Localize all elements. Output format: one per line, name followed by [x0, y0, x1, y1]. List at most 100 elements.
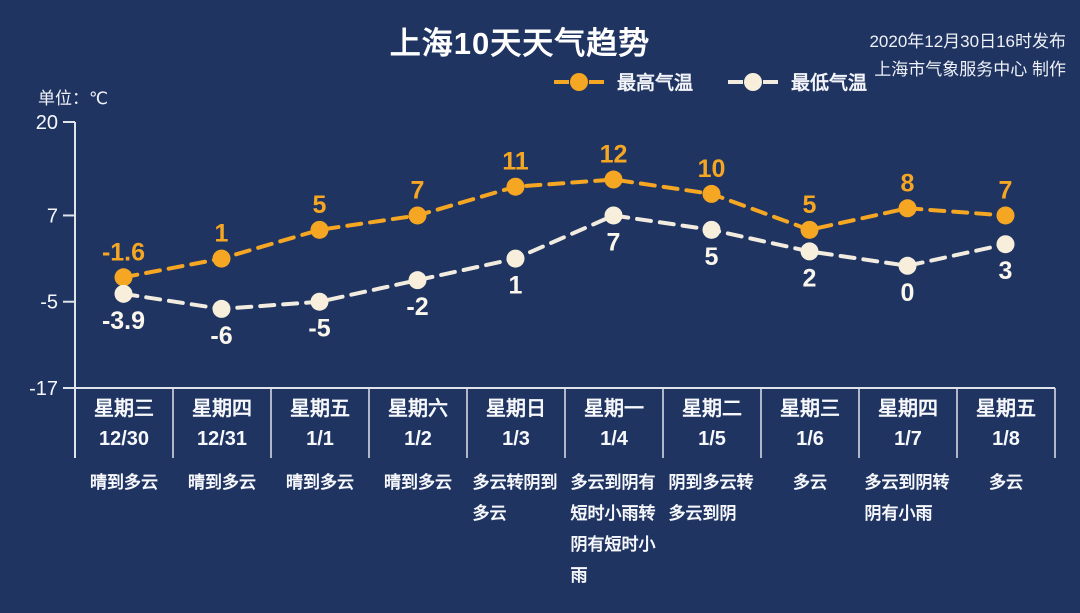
low-temp-value-label: -5 — [308, 315, 330, 343]
day-column: 星期三 12/30 晴到多云 — [75, 388, 173, 591]
publisher: 上海市气象服务中心 制作 — [874, 60, 1066, 79]
y-axis-tick-label: 7 — [47, 205, 58, 227]
low-temp-point — [604, 206, 623, 225]
low-temp-value-label: 3 — [999, 257, 1013, 285]
high-temp-line — [121, 177, 1008, 280]
weekday-label: 星期三 — [94, 398, 154, 420]
low-temp-value-label: 5 — [705, 243, 719, 271]
high-temp-point — [898, 199, 917, 218]
day-column: 星期三 1/6 多云 — [761, 388, 859, 591]
date-label: 1/2 — [404, 428, 432, 450]
high-temp-point — [114, 268, 133, 287]
weather-cell: 阴到多云转多云到阴 — [663, 467, 761, 529]
low-temp-point — [702, 220, 721, 239]
high-temp-legend-marker-icon — [554, 72, 604, 91]
weather-cell: 多云到阴有短时小雨转阴有短时小雨 — [565, 467, 663, 591]
low-temp-point — [310, 292, 329, 311]
publish-info: 2020年12月30日16时发布 上海市气象服务中心 制作 — [869, 28, 1066, 84]
y-axis-tick-label: -5 — [40, 292, 58, 314]
weather-description: 多云到阴有短时小雨转阴有短时小雨 — [570, 473, 656, 585]
weather-description: 阴到多云转多云到阴 — [668, 473, 754, 523]
weekday-label: 星期四 — [878, 398, 938, 420]
high-temp-point — [212, 249, 231, 268]
day-header: 星期二 1/5 — [663, 388, 761, 458]
low-temp-legend-marker-icon — [728, 72, 779, 91]
legend-item-low: 最低气温 — [727, 68, 867, 95]
low-temp-line — [121, 213, 1008, 311]
high-temp-value-label: 7 — [999, 176, 1013, 204]
legend-label-high: 最高气温 — [617, 73, 694, 94]
low-temp-value-label: 1 — [509, 272, 523, 300]
legend-item-high: 最高气温 — [553, 68, 693, 95]
low-temp-point — [506, 249, 525, 268]
high-temp-point — [604, 170, 623, 189]
weather-cell: 多云转阴到多云 — [467, 467, 565, 529]
high-temp-value-label: -1.6 — [102, 238, 145, 266]
low-temp-point — [996, 235, 1015, 254]
weather-description: 晴到多云 — [384, 473, 452, 492]
weekday-label: 星期五 — [290, 398, 350, 420]
day-columns: 星期三 12/30 晴到多云 星期四 12/31 晴到多云 星期五 1/1 晴到 — [75, 388, 1055, 591]
date-label: 12/30 — [98, 428, 150, 450]
weather-cell: 多云到阴转阴有小雨 — [859, 467, 957, 529]
day-column: 星期日 1/3 多云转阴到多云 — [467, 388, 565, 591]
day-header: 星期一 1/4 — [565, 388, 663, 458]
day-header: 星期四 1/7 — [859, 388, 957, 458]
weekday-label: 星期六 — [388, 398, 448, 420]
day-header: 星期三 12/30 — [75, 388, 173, 458]
weather-description: 多云到阴转阴有小雨 — [864, 473, 950, 523]
high-temp-value-label: 12 — [600, 141, 628, 169]
date-label: 1/3 — [502, 428, 530, 450]
low-temp-point — [114, 284, 133, 303]
day-header: 星期四 12/31 — [173, 388, 271, 458]
y-axis-tick-label: -17 — [29, 378, 58, 400]
date-label: 1/4 — [600, 428, 628, 450]
low-temp-value-label: 7 — [607, 228, 621, 256]
low-temp-point — [800, 242, 819, 261]
day-column: 星期四 1/7 多云到阴转阴有小雨 — [859, 388, 957, 591]
weather-cell: 晴到多云 — [271, 467, 369, 498]
low-temp-point — [408, 271, 427, 290]
low-temp-value-label: -6 — [210, 322, 232, 350]
weather-cell: 晴到多云 — [75, 467, 173, 498]
high-temp-value-label: 5 — [803, 191, 817, 219]
high-temp-value-label: 1 — [215, 220, 229, 248]
day-header: 星期六 1/2 — [369, 388, 467, 458]
date-label: 1/6 — [796, 428, 824, 450]
date-label: 1/8 — [992, 428, 1020, 450]
day-column: 星期六 1/2 晴到多云 — [369, 388, 467, 591]
page-title: 上海10天天气趋势 — [389, 26, 651, 61]
high-temp-point — [408, 206, 427, 225]
day-header: 星期五 1/8 — [957, 388, 1055, 458]
weather-description: 多云 — [793, 473, 827, 492]
high-temp-point — [310, 220, 329, 239]
high-temp-value-label: 11 — [502, 148, 529, 176]
day-column: 星期五 1/8 多云 — [957, 388, 1055, 591]
day-column: 星期五 1/1 晴到多云 — [271, 388, 369, 591]
weekday-label: 星期二 — [682, 398, 742, 420]
weather-cell: 多云 — [957, 467, 1055, 498]
low-temp-point — [212, 299, 231, 318]
legend-label-low: 最低气温 — [791, 73, 868, 94]
day-column: 星期二 1/5 阴到多云转多云到阴 — [663, 388, 761, 591]
date-label: 1/1 — [306, 428, 334, 450]
low-temp-value-label: 2 — [803, 264, 817, 292]
weekday-label: 星期日 — [486, 398, 546, 420]
weather-description: 晴到多云 — [188, 473, 256, 492]
weather-cell: 晴到多云 — [173, 467, 271, 498]
weather-cell: 多云 — [761, 467, 859, 498]
high-temp-point — [800, 220, 819, 239]
high-temp-value-label: 7 — [411, 176, 425, 204]
weekday-label: 星期三 — [780, 398, 840, 420]
unit-label: 单位：℃ — [38, 89, 109, 108]
publish-time: 2020年12月30日16时发布 — [869, 32, 1066, 51]
low-temp-value-label: 0 — [901, 279, 915, 307]
weather-cell: 晴到多云 — [369, 467, 467, 498]
day-column: 星期四 12/31 晴到多云 — [173, 388, 271, 591]
high-temp-point — [996, 206, 1015, 225]
day-header: 星期三 1/6 — [761, 388, 859, 458]
weekday-label: 星期五 — [976, 398, 1036, 420]
chart-legend: 最高气温 最低气温 — [553, 68, 867, 95]
day-header: 星期五 1/1 — [271, 388, 369, 458]
